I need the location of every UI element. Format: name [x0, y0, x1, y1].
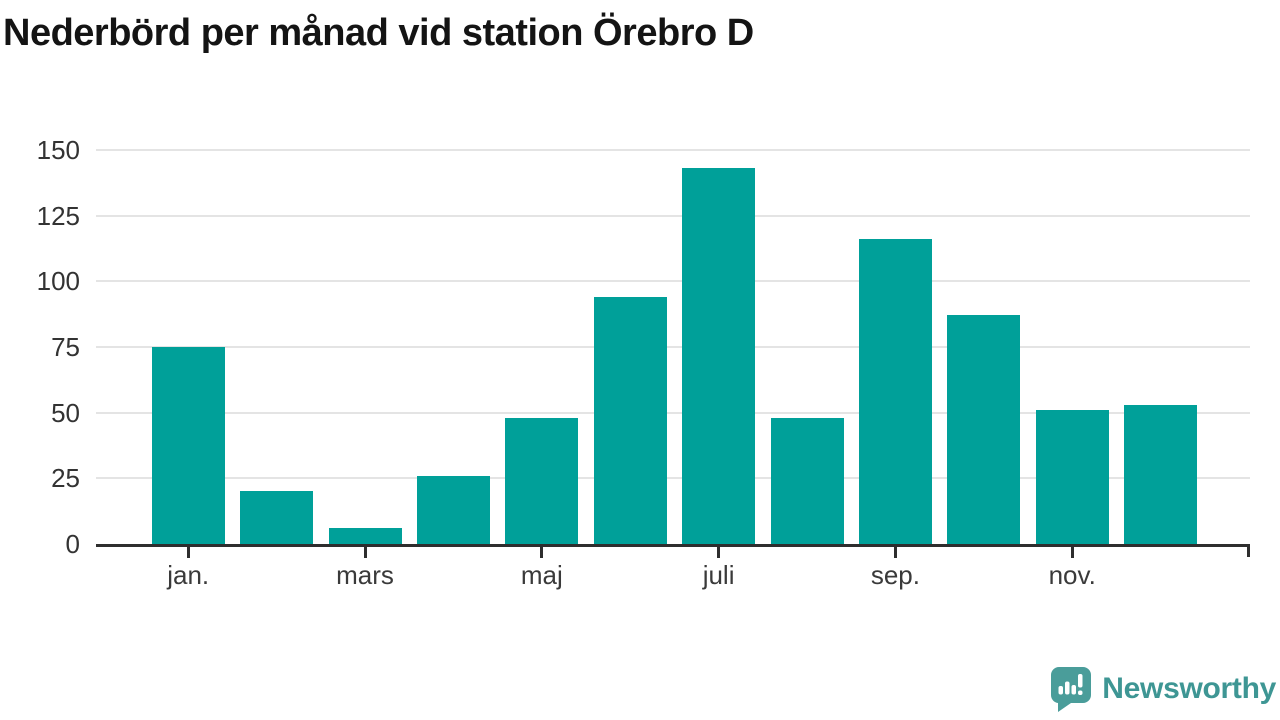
gridline-100	[96, 280, 1250, 283]
x-tick-sep	[893, 544, 897, 558]
x-axis: jan. mars maj juli sep. nov.	[0, 560, 1280, 594]
gridline-150	[96, 149, 1250, 151]
plot-area	[96, 149, 1250, 544]
bar-maj	[505, 418, 579, 544]
x-tick-mars	[363, 544, 367, 558]
gridline-125	[96, 214, 1250, 217]
y-tick-label-75: 75	[51, 332, 80, 362]
y-tick-label-50: 50	[51, 397, 80, 428]
x-tick-label-maj: maj	[520, 560, 563, 590]
bar-dec	[1124, 405, 1198, 544]
gridline-50	[96, 411, 1250, 414]
x-tick-label-jan: jan.	[167, 560, 210, 590]
bar-aug	[770, 418, 844, 544]
bar-apr	[416, 476, 490, 544]
x-tick-label-mars: mars	[336, 560, 394, 590]
y-tick-label-125: 125	[36, 200, 80, 231]
x-axis-line	[96, 544, 1250, 547]
speech-bubble-shape	[1051, 666, 1092, 712]
y-tick-label-150: 150	[36, 135, 80, 165]
bar-mars	[328, 528, 402, 544]
y-axis: 0 25 50 75 100 125 150	[0, 136, 80, 558]
bar-juli	[682, 168, 756, 544]
gridline-25	[96, 477, 1250, 480]
bar-sep	[858, 239, 932, 544]
page-title: Nederbörd per månad vid station Örebro D	[3, 12, 754, 54]
x-tick-label-nov: nov.	[1048, 560, 1096, 590]
bar-okt	[947, 315, 1021, 544]
x-tick-label-sep: sep.	[870, 560, 920, 590]
bar-jan	[151, 347, 225, 544]
x-axis-end-tick	[1247, 544, 1250, 557]
bar-nov	[1035, 410, 1109, 544]
bar-juni	[593, 297, 667, 544]
x-tick-label-juli: juli	[702, 560, 735, 590]
gridline-75	[96, 346, 1250, 348]
bar-feb	[240, 491, 314, 544]
y-tick-label-100: 100	[36, 266, 80, 297]
x-tick-jan	[186, 544, 190, 558]
newsworthy-speech-bubble-chart-icon	[1050, 666, 1092, 713]
y-tick-label-0: 0	[65, 529, 80, 559]
y-tick-label-25: 25	[51, 463, 80, 494]
x-tick-nov	[1070, 544, 1074, 558]
x-tick-maj	[540, 544, 544, 558]
newsworthy-logo: Newsworthy	[1050, 666, 1276, 712]
x-tick-juli	[717, 544, 721, 558]
brand-name: Newsworthy	[1102, 672, 1276, 705]
